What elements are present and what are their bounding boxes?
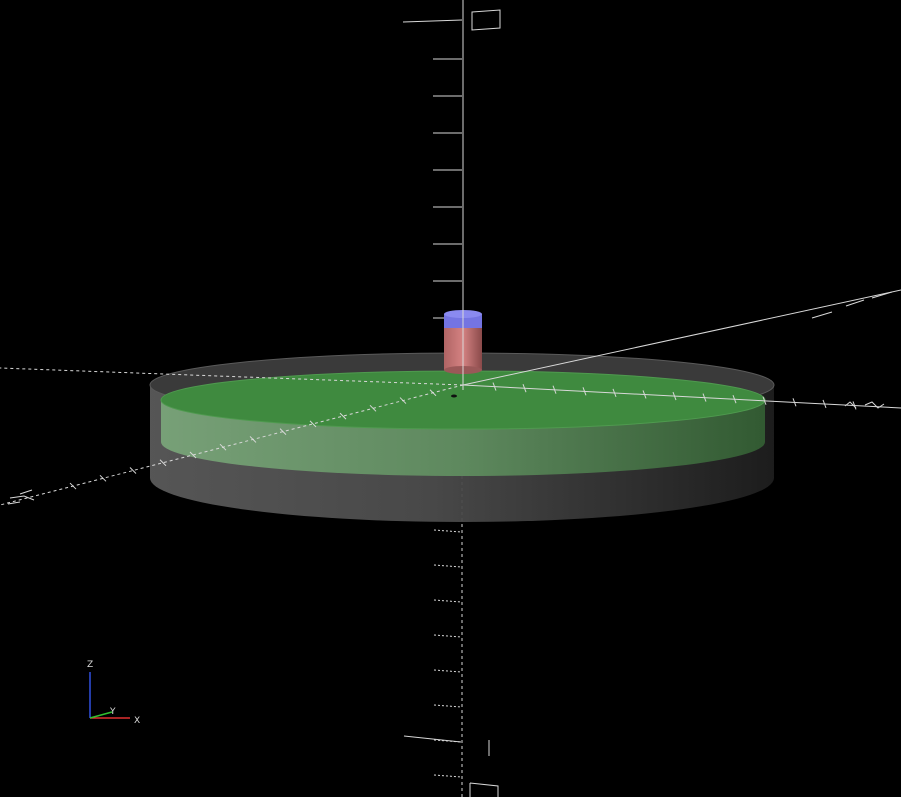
x-tick	[612, 388, 617, 398]
gizmo-z-label: Z	[87, 660, 93, 670]
x-tick	[582, 387, 587, 396]
y-tick	[189, 451, 197, 459]
x-tick	[792, 398, 797, 407]
gizmo-x-label: X	[134, 716, 140, 726]
y-tick	[279, 428, 287, 436]
xy-axes	[0, 289, 901, 506]
y-tick	[219, 443, 227, 451]
y-tick	[369, 404, 377, 412]
y-tick	[399, 397, 407, 404]
y-tick	[69, 482, 77, 490]
x-tick	[672, 391, 677, 401]
x-tick	[552, 385, 557, 394]
y-tick	[339, 412, 347, 420]
z-tick-negative	[433, 529, 462, 533]
z-tick-negative	[433, 564, 462, 568]
y-tick	[159, 459, 167, 467]
small-cylinder[interactable]	[444, 310, 482, 398]
gizmo-y-label: Y	[109, 707, 116, 717]
z-tick-negative	[433, 774, 462, 778]
y-tick	[249, 436, 257, 443]
z-tick-negative	[433, 634, 462, 638]
y-tick	[309, 420, 317, 428]
y-tick	[129, 467, 137, 474]
z-tick-negative	[433, 704, 462, 708]
x-tick	[702, 393, 707, 402]
x-tick	[522, 383, 527, 393]
z-axis-scale-mark-top	[402, 9, 501, 31]
axes-gizmo: Z Y X	[87, 660, 140, 726]
z-tick-negative	[433, 669, 462, 673]
green-disc[interactable]	[160, 370, 766, 476]
x-tick	[492, 382, 497, 391]
z-axis-ticks	[433, 58, 462, 319]
z-axis-scale-mark-bottom	[403, 735, 499, 797]
x-tick	[732, 395, 737, 404]
z-tick-negative	[433, 599, 462, 603]
x-tick	[762, 396, 767, 405]
x-tick	[642, 390, 647, 399]
x-tick	[822, 399, 827, 409]
y-tick	[99, 474, 107, 482]
y-tick	[429, 389, 437, 397]
